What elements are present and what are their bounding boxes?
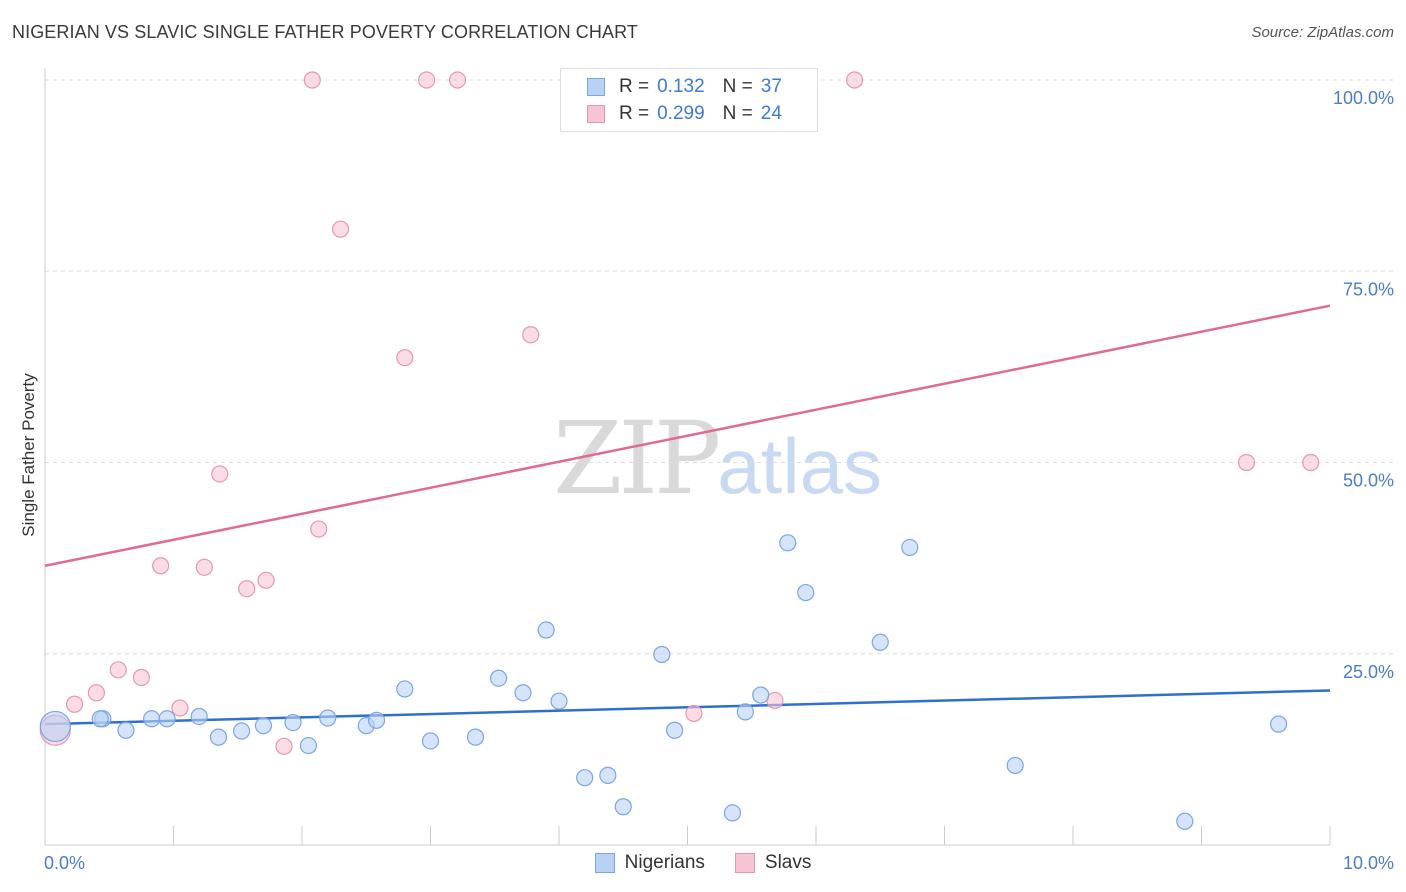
slav-point[interactable] — [211, 465, 229, 483]
x-tick-max: 10.0% — [1343, 853, 1394, 873]
y-tick-label: 75.0% — [1343, 279, 1394, 299]
nigerian-point[interactable] — [614, 798, 632, 816]
nigerian-point[interactable] — [299, 736, 318, 755]
slav-point[interactable] — [418, 71, 436, 89]
slav-point[interactable] — [87, 684, 106, 702]
nigerian-point[interactable] — [752, 686, 770, 704]
axis-labels: Single Father Poverty 0.0% 10.0% 25.0% 50… — [19, 88, 1394, 873]
legend-r-value: 0.299 — [657, 103, 705, 124]
nigerian-point[interactable] — [736, 703, 754, 721]
swatch-nigerians — [594, 853, 615, 873]
nigerian-point[interactable] — [209, 728, 228, 746]
legend-item-slavs[interactable]: Slavs — [734, 852, 812, 874]
x-tick-min: 0.0% — [44, 853, 85, 873]
slav-point[interactable] — [152, 557, 170, 575]
nigerian-point[interactable] — [797, 583, 815, 602]
nigerian-point[interactable] — [143, 710, 161, 728]
y-tick-label: 50.0% — [1343, 471, 1394, 491]
nigerian-point[interactable] — [91, 710, 109, 728]
nigerian-point[interactable] — [284, 713, 302, 732]
slav-point[interactable] — [132, 668, 150, 687]
nigerian-point[interactable] — [233, 722, 251, 740]
legend-n-label: N = — [722, 103, 753, 124]
nigerian-point[interactable] — [396, 680, 414, 698]
nigerian-point[interactable] — [1176, 812, 1194, 830]
y-tick-label: 25.0% — [1343, 662, 1394, 682]
legend-swatch-nigerians — [587, 78, 605, 96]
legend-n-value: 24 — [760, 103, 782, 124]
slav-point[interactable] — [845, 71, 864, 89]
grid-lines — [45, 79, 1393, 655]
slav-point[interactable] — [257, 571, 275, 589]
data-points — [39, 71, 1320, 830]
slav-point[interactable] — [238, 580, 256, 598]
nigerian-point[interactable] — [466, 728, 485, 746]
slav-point[interactable] — [331, 220, 350, 238]
nigerian-point[interactable] — [901, 538, 919, 557]
y-tick-label: 100.0% — [1333, 88, 1394, 108]
slav-point[interactable] — [448, 71, 467, 89]
legend-label-slavs: Slavs — [764, 852, 812, 873]
legend-r-label: R = — [619, 76, 650, 97]
nigerian-point[interactable] — [666, 721, 684, 739]
slav-point[interactable] — [303, 71, 321, 89]
stats-legend: R = 0.132 N = 37 R = 0.299 N = 24 — [560, 68, 818, 132]
nigerian-point[interactable] — [490, 669, 508, 687]
slav-point[interactable] — [171, 699, 189, 717]
nigerian-point[interactable] — [367, 711, 386, 729]
legend-r-value: 0.132 — [657, 76, 705, 97]
legend-row-nigerians: R = 0.132 N = 37 — [587, 74, 782, 100]
legend-n-value: 37 — [760, 76, 782, 97]
nigerian-point[interactable] — [514, 684, 532, 702]
nigerian-point[interactable] — [421, 732, 440, 750]
legend-r-label: R = — [619, 103, 650, 124]
nigerian-point[interactable] — [117, 721, 135, 739]
slav-point[interactable] — [65, 695, 84, 713]
slav-point[interactable] — [1237, 453, 1256, 472]
y-axis-label: Single Father Poverty — [19, 373, 38, 537]
nigerian-point[interactable] — [319, 709, 337, 727]
legend-item-nigerians[interactable]: Nigerians — [594, 852, 705, 874]
nigerian-point[interactable] — [550, 692, 568, 710]
nigerian-point[interactable] — [871, 633, 889, 651]
nigerian-point[interactable] — [576, 769, 594, 787]
chart-source: Source: ZipAtlas.com — [1251, 24, 1394, 41]
slav-point[interactable] — [275, 737, 293, 755]
nigerian-point[interactable] — [1269, 715, 1288, 733]
slav-trend-line — [44, 304, 1331, 568]
slav-point[interactable] — [396, 349, 414, 367]
nigerian-point[interactable] — [653, 645, 671, 664]
legend-row-slavs: R = 0.299 N = 24 — [587, 101, 782, 127]
slav-point[interactable] — [195, 558, 213, 576]
nigerian-point[interactable] — [39, 710, 71, 743]
nigerian-point[interactable] — [254, 717, 273, 735]
slav-point[interactable] — [522, 326, 540, 344]
swatch-slavs — [734, 853, 755, 873]
nigerian-point[interactable] — [190, 707, 208, 726]
legend-label-nigerians: Nigerians — [624, 852, 705, 873]
slav-point[interactable] — [1302, 453, 1320, 472]
nigerian-point[interactable] — [158, 710, 176, 728]
trend-lines — [44, 304, 1331, 726]
series-legend: Nigerians Slavs — [0, 852, 1406, 874]
slav-point[interactable] — [109, 661, 127, 679]
nigerian-point[interactable] — [537, 621, 555, 639]
nigerian-point[interactable] — [1006, 756, 1024, 775]
slav-point[interactable] — [310, 520, 328, 538]
slav-point[interactable] — [685, 704, 703, 723]
chart-title: NIGERIAN VS SLAVIC SINGLE FATHER POVERTY… — [12, 22, 638, 42]
nigerian-point[interactable] — [779, 534, 797, 552]
nigerian-point[interactable] — [599, 766, 617, 784]
legend-n-label: N = — [722, 76, 753, 97]
legend-swatch-slavs — [587, 105, 605, 123]
nigerian-point[interactable] — [723, 804, 742, 822]
